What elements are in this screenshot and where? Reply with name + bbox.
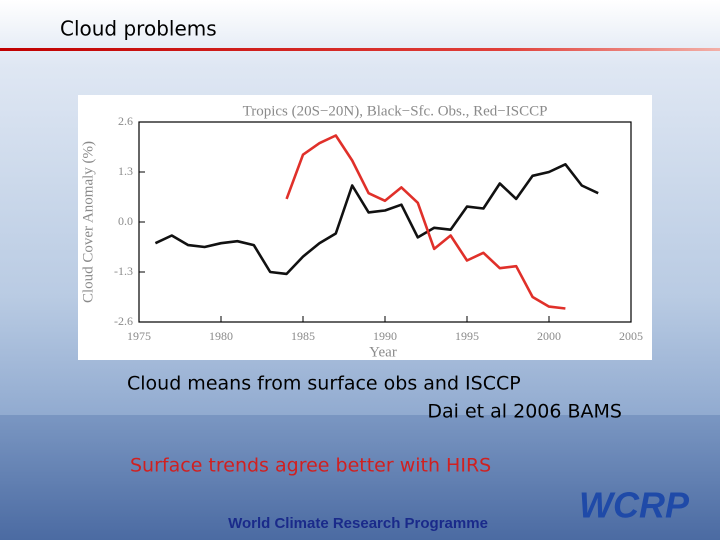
footer: World Climate Research Programme: [228, 515, 488, 532]
x-tick-label: 1980: [209, 329, 233, 343]
x-tick-label: 1985: [291, 329, 315, 343]
y-tick-label: 1.3: [118, 164, 133, 178]
y-tick-label: -1.3: [114, 264, 133, 278]
title-rule: [0, 48, 720, 51]
x-axis-label: Year: [369, 344, 397, 360]
y-axis-label: Cloud Cover Anomaly (%): [80, 141, 96, 303]
slide-title: Cloud problems: [60, 17, 217, 41]
note: Surface trends agree better with HIRS: [130, 455, 491, 477]
y-tick-label: 0.0: [118, 214, 133, 228]
chart-title: Tropics (20S−20N), Black−Sfc. Obs., Red−…: [243, 103, 548, 119]
series-line: [285, 134, 566, 310]
chart-panel: [78, 95, 652, 360]
x-tick-label: 2000: [537, 329, 561, 343]
citation: Dai et al 2006 BAMS: [427, 401, 622, 423]
x-tick-label: 1975: [127, 329, 151, 343]
x-tick-label: 1995: [455, 329, 479, 343]
x-tick-label: 2005: [619, 329, 643, 343]
y-tick-label: 2.6: [118, 114, 133, 128]
sea: [0, 415, 720, 540]
series-line: [154, 163, 599, 276]
chart: Tropics (20S−20N), Black−Sfc. Obs., Red−…: [80, 103, 643, 360]
caption: Cloud means from surface obs and ISCCP: [127, 373, 521, 395]
x-tick-label: 1990: [373, 329, 397, 343]
logo: WCRP: [579, 485, 690, 526]
y-tick-label: -2.6: [114, 314, 133, 328]
